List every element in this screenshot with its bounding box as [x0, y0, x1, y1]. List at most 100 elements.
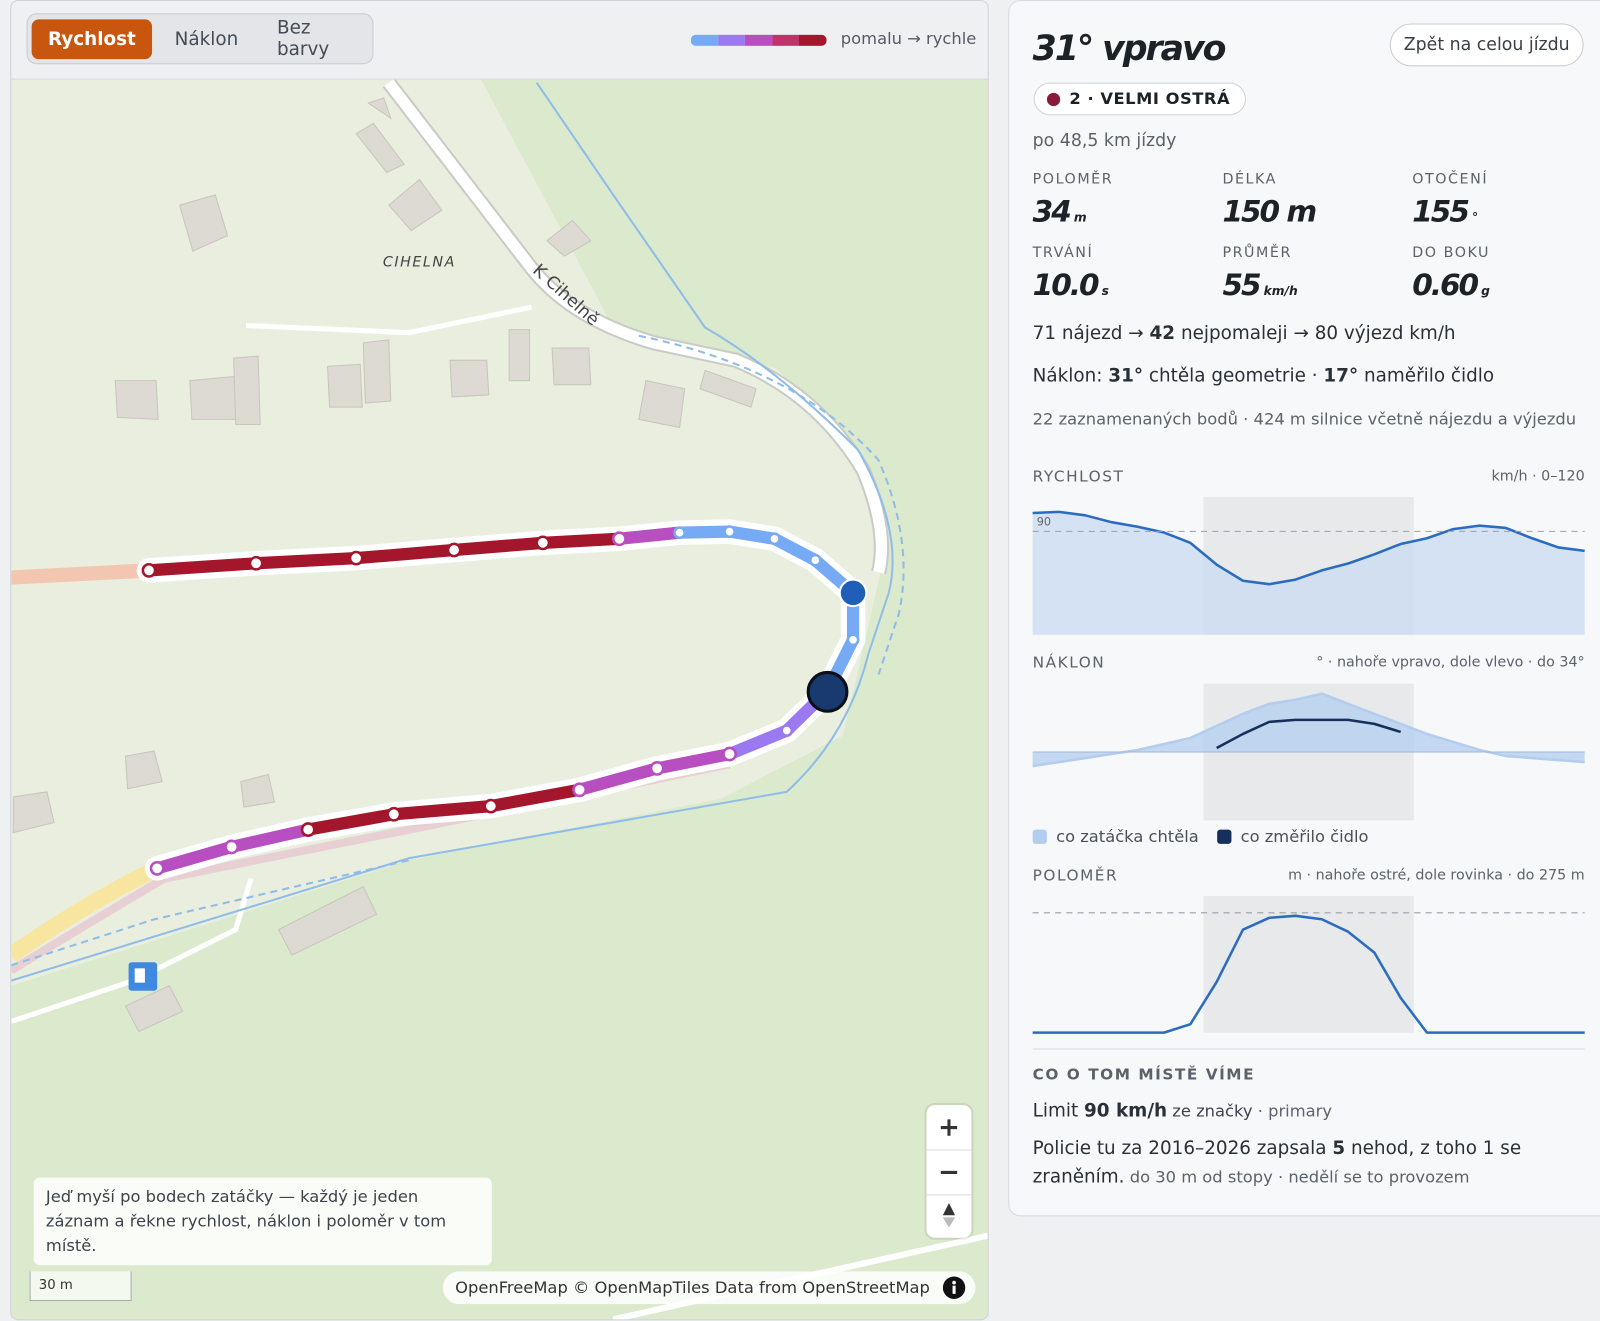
stat-number: 10.0	[1032, 267, 1100, 303]
text-muted: do 30 m od stopy · nedělí se to provozem	[1124, 1167, 1470, 1187]
attribution: OpenFreeMap © OpenMapTiles Data from Ope…	[442, 1271, 976, 1305]
hint: Jeď myší po bodech zatáčky — každý je je…	[33, 1177, 492, 1266]
limit-line: Limit 90 km/h ze značky · primary	[1033, 1100, 1332, 1121]
place-label: CIHELNA	[383, 254, 456, 270]
legend-label: pomalu → rychle	[840, 28, 977, 48]
legend-label: co zatáčka chtěla	[1056, 827, 1199, 846]
attribution-link[interactable]: OpenMapTiles	[594, 1277, 710, 1297]
legend-swatch	[690, 34, 718, 46]
stat-value: 0.60 g	[1412, 267, 1490, 302]
text: nehod, z toho 1 se zraněním.	[1032, 1137, 1522, 1188]
stat-value: 34 m	[1033, 194, 1087, 229]
chart-note: ° · nahoře vpravo, dole vlevo · do 34°	[1316, 654, 1585, 671]
legend-swatch	[772, 34, 800, 46]
scale-bar: 30 m	[29, 1271, 132, 1302]
track-points[interactable]	[141, 525, 860, 876]
chart-title: RYCHLOST	[1032, 467, 1125, 486]
chart-note: m · nahoře ostré, dole rovinka · do 275 …	[1288, 867, 1585, 884]
severity-dot	[1046, 92, 1061, 107]
tab[interactable]: Náklon	[174, 28, 239, 50]
stat-unit: km/h	[1263, 283, 1298, 298]
legend-swatch	[799, 34, 827, 46]
back-button[interactable]: Zpět na celou jízdu	[1389, 23, 1584, 67]
stat-number: 155	[1412, 193, 1470, 229]
stat-number: 34	[1032, 193, 1072, 229]
attribution-link[interactable]: OpenFreeMap	[455, 1277, 568, 1297]
stat-unit: °	[1471, 210, 1479, 225]
stat-label: OTOČENÍ	[1412, 171, 1489, 188]
stat-number: 0.60	[1412, 267, 1479, 303]
legend-label: co změřilo čidlo	[1241, 827, 1369, 846]
text: Náklon:	[1032, 365, 1109, 387]
color-mode-tabs: Rychlost Náklon Bez barvy	[26, 13, 374, 65]
attribution-text: ©	[567, 1277, 595, 1297]
text-strong: 5	[1332, 1137, 1346, 1160]
reference-label: 90	[1037, 515, 1051, 528]
tab[interactable]: Bez barvy	[277, 17, 330, 61]
points-summary: 22 zaznamenaných bodů · 424 m silnice vč…	[1032, 409, 1577, 429]
accidents: Policie tu za 2016–2026 zapsala 5 nehod,…	[1033, 1135, 1589, 1192]
map-canvas: CIHELNA K Cihelně	[11, 77, 988, 1320]
stat-value: 10.0 s	[1033, 267, 1109, 302]
text: ze značky	[1167, 1101, 1253, 1121]
zoom-controls	[926, 1105, 972, 1238]
speed-summary: 71 nájezd → 42 nejpomaleji → 80 výjezd k…	[1033, 322, 1456, 343]
text: 71 nájezd →	[1032, 322, 1150, 344]
attribution-link[interactable]: OpenStreetMap	[802, 1277, 930, 1297]
facts-title: CO O TOM MÍSTĚ VÍME	[1032, 1065, 1256, 1084]
text: chtěla geometrie ·	[1143, 365, 1324, 387]
text-strong: 17°	[1323, 365, 1359, 387]
zoom-icons	[926, 1119, 972, 1228]
stat-unit: m	[1073, 210, 1087, 225]
text: naměřilo čidlo	[1358, 365, 1495, 387]
legend-swatch	[1032, 829, 1047, 844]
stat-value: 150 m	[1222, 193, 1317, 229]
stat-unit: s	[1101, 283, 1109, 298]
line	[1032, 510, 1585, 586]
line	[1216, 718, 1402, 750]
subtitle: po 48,5 km jízdy	[1032, 130, 1177, 152]
area	[1032, 693, 1585, 767]
charts: 90 co zatáčka chtěla co změřilo čidlo	[1032, 496, 1585, 1050]
line	[1032, 914, 1585, 1034]
compass[interactable]	[942, 1203, 956, 1228]
chart-title: POLOMĚR	[1032, 866, 1119, 885]
chart-note: km/h · 0–120	[1491, 468, 1585, 485]
zoom-in[interactable]	[940, 1119, 958, 1136]
stat-label: PRŮMĚR	[1222, 244, 1292, 262]
stat-number: 55	[1222, 267, 1261, 303]
legend-swatch	[1217, 829, 1232, 844]
stat-label: POLOMĚR	[1032, 171, 1114, 188]
text-muted: · primary	[1252, 1101, 1333, 1121]
tab[interactable]: Rychlost	[31, 18, 153, 59]
stat-number: 150 m	[1222, 193, 1317, 229]
severity-badge: 2 · VELMI OSTRÁ	[1033, 82, 1246, 116]
text-strong: 90 km/h	[1084, 1099, 1168, 1122]
text: Policie tu za 2016–2026 zapsala	[1032, 1137, 1333, 1160]
stat-label: TRVÁNÍ	[1032, 244, 1094, 262]
legend-swatch	[745, 34, 773, 46]
lean-summary: Náklon: 31° chtěla geometrie · 17° naměř…	[1033, 365, 1494, 386]
area	[1032, 511, 1585, 635]
stat-label: DO BOKU	[1412, 244, 1490, 262]
apex-marker	[838, 578, 868, 608]
fuel-icon-glyph	[134, 968, 145, 983]
text: nejpomaleji → 80 výjezd km/h	[1175, 322, 1456, 344]
legend-swatch	[717, 34, 746, 46]
track[interactable]	[136, 519, 866, 881]
streams	[11, 82, 905, 982]
chart-title: NÁKLON	[1032, 653, 1106, 672]
text-strong: 42	[1149, 322, 1176, 344]
attribution-text: Data from	[709, 1277, 803, 1297]
stat-label: DÉLKA	[1222, 171, 1277, 188]
stat-value: 155 °	[1412, 194, 1478, 229]
buildings	[12, 97, 757, 1033]
info-button[interactable]	[942, 1276, 966, 1299]
text: Limit	[1032, 1099, 1085, 1122]
text-strong: 31°	[1108, 365, 1144, 387]
map[interactable]: CIHELNA K Cihelně Rychlost Náklon Bez ba…	[10, 0, 989, 1321]
stat-unit: g	[1481, 283, 1490, 298]
color-legend	[690, 34, 827, 46]
stat-value: 55 km/h	[1222, 267, 1297, 302]
